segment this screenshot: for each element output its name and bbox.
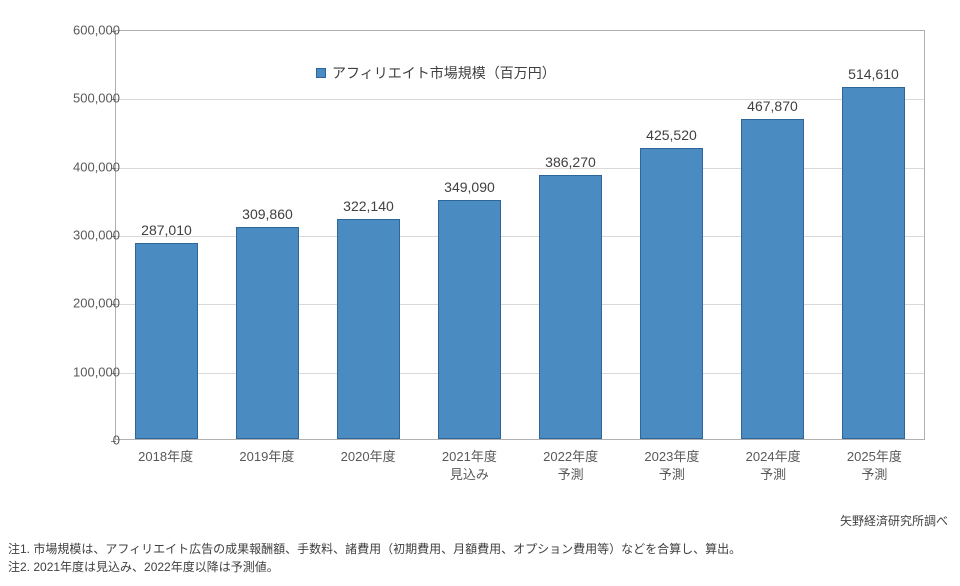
y-tick-label: 0 xyxy=(50,433,120,448)
bar-chart: 287,010 309,860 322,140 349,090 386,270 425,5… xyxy=(40,20,940,500)
legend: アフィリエイト市場規模（百万円） xyxy=(316,63,556,83)
bar: 425,520 xyxy=(640,148,703,439)
x-tick-label: 2019年度 xyxy=(216,444,317,483)
footnote-1: 注1. 市場規模は、アフィリエイト広告の成果報酬額、手数料、諸費用（初期費用、月… xyxy=(8,540,741,558)
bar-slot: 349,090 xyxy=(419,31,520,439)
bar-slot: 386,270 xyxy=(520,31,621,439)
bar-value-label: 514,610 xyxy=(848,66,899,82)
bar-slot: 309,860 xyxy=(217,31,318,439)
footnotes: 注1. 市場規模は、アフィリエイト広告の成果報酬額、手数料、諸費用（初期費用、月… xyxy=(8,540,741,576)
bar: 322,140 xyxy=(337,219,400,439)
y-tick-label: 100,000 xyxy=(50,364,120,379)
bar-value-label: 425,520 xyxy=(646,127,697,143)
x-tick-label: 2018年度 xyxy=(115,444,216,483)
source-text: 矢野経済研究所調べ xyxy=(840,512,948,529)
y-tick-label: 500,000 xyxy=(50,91,120,106)
bar: 309,860 xyxy=(236,227,299,439)
bar: 386,270 xyxy=(539,175,602,439)
bar-slot: 514,610 xyxy=(823,31,924,439)
bar: 514,610 xyxy=(842,87,905,439)
legend-label: アフィリエイト市場規模（百万円） xyxy=(332,63,556,83)
bar-slot: 322,140 xyxy=(318,31,419,439)
bar-value-label: 386,270 xyxy=(545,154,596,170)
x-tick-label: 2021年度 見込み xyxy=(419,444,520,483)
bar: 287,010 xyxy=(135,243,198,439)
x-axis-labels: 2018年度2019年度2020年度2021年度 見込み2022年度 予測202… xyxy=(115,444,925,483)
bar-slot: 287,010 xyxy=(116,31,217,439)
bar: 467,870 xyxy=(741,119,804,439)
y-tick-label: 200,000 xyxy=(50,296,120,311)
y-tick-label: 600,000 xyxy=(50,23,120,38)
bars-container: 287,010 309,860 322,140 349,090 386,270 425,5… xyxy=(116,31,924,439)
x-tick-label: 2023年度 予測 xyxy=(621,444,722,483)
x-tick-label: 2022年度 予測 xyxy=(520,444,621,483)
bar-slot: 467,870 xyxy=(722,31,823,439)
bar-value-label: 322,140 xyxy=(343,198,394,214)
x-tick-label: 2020年度 xyxy=(318,444,419,483)
x-tick-label: 2025年度 予測 xyxy=(824,444,925,483)
y-tick-label: 400,000 xyxy=(50,159,120,174)
bar: 349,090 xyxy=(438,200,501,439)
plot-area: 287,010 309,860 322,140 349,090 386,270 425,5… xyxy=(115,30,925,440)
bar-value-label: 467,870 xyxy=(747,98,798,114)
bar-slot: 425,520 xyxy=(621,31,722,439)
footnote-2: 注2. 2021年度は見込み、2022年度以降は予測値。 xyxy=(8,558,741,576)
bar-value-label: 349,090 xyxy=(444,179,495,195)
x-tick-label: 2024年度 予測 xyxy=(723,444,824,483)
legend-swatch xyxy=(316,68,326,78)
y-tick-label: 300,000 xyxy=(50,228,120,243)
bar-value-label: 287,010 xyxy=(141,222,192,238)
bar-value-label: 309,860 xyxy=(242,206,293,222)
